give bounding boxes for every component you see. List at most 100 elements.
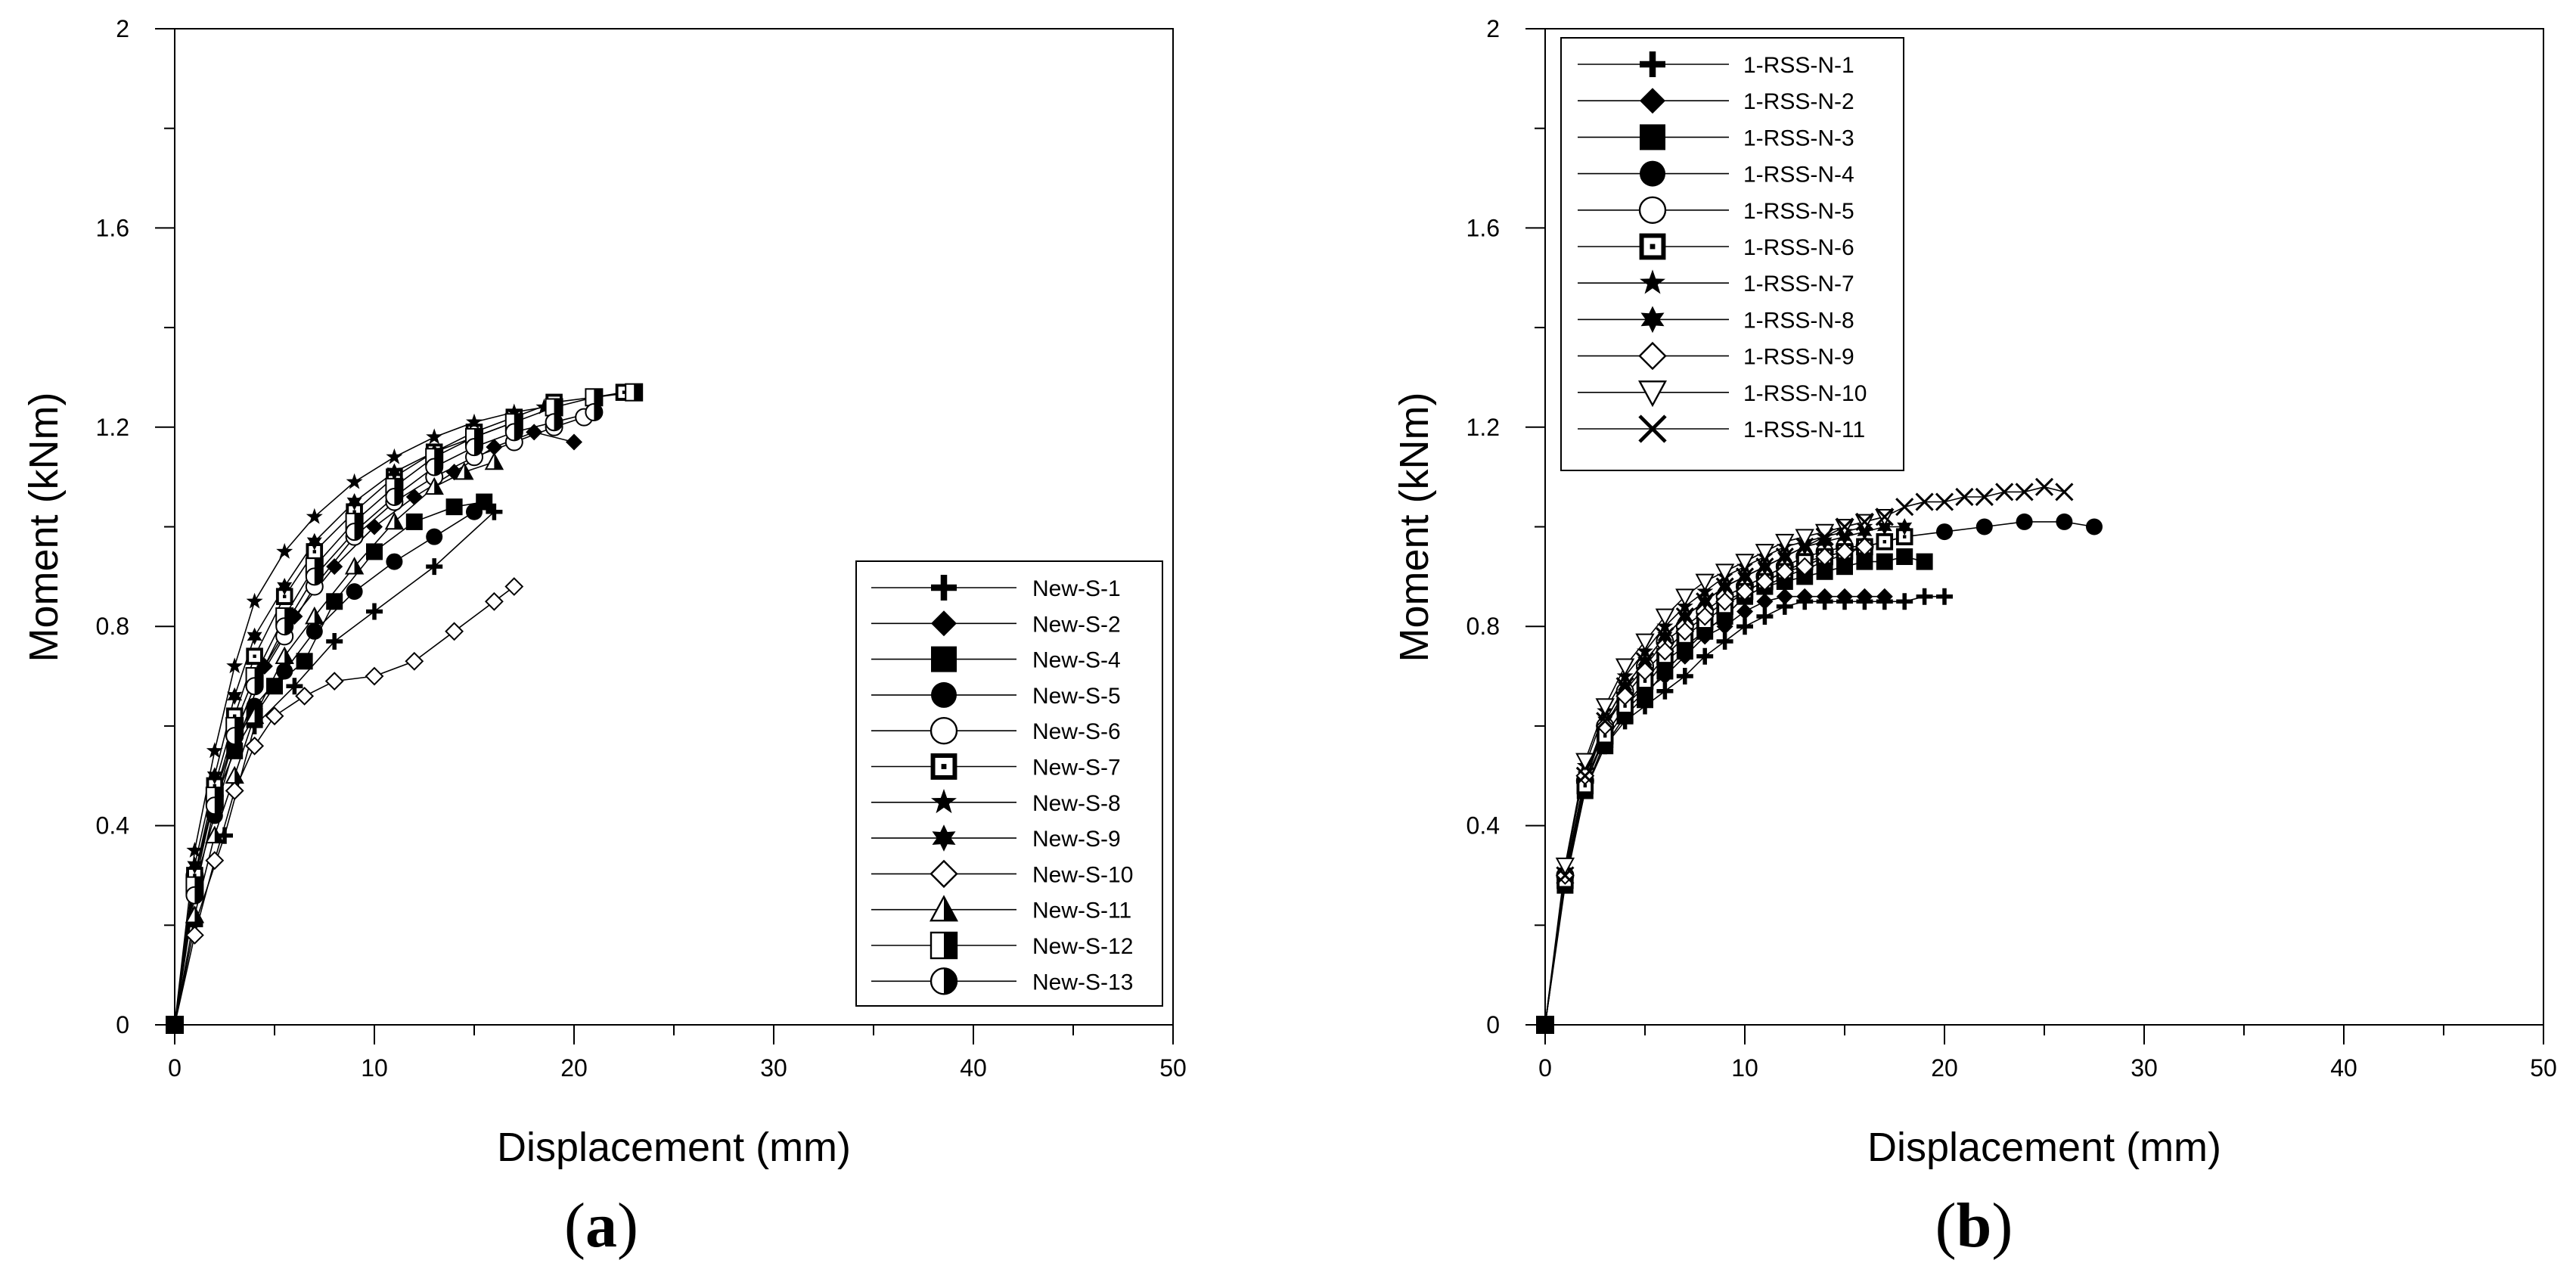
data-point-1-RSS-N-9: [1715, 591, 1735, 611]
data-point-1-RSS-N-1: [1696, 647, 1714, 665]
data-point-1-RSS-N-1: [1896, 593, 1913, 610]
data-point-New-S-1: [326, 632, 343, 650]
data-point-New-S-13: [425, 458, 444, 476]
legend-label: New-S-1: [1032, 576, 1121, 601]
data-point-New-S-5: [386, 553, 403, 570]
data-point-1-RSS-N-3: [1876, 553, 1893, 570]
legend-marker-1-RSS-N-1: [1640, 51, 1665, 77]
legend-entry: 1-RSS-N-5: [1578, 196, 1854, 224]
data-point-1-RSS-N-10: [1795, 529, 1814, 547]
data-point-New-S-5: [246, 697, 263, 715]
x-tick-label: 0: [1538, 1054, 1552, 1082]
data-point-New-S-5: [346, 583, 363, 601]
data-point-New-S-8: [226, 657, 244, 674]
data-point-1-RSS-N-8: [1876, 518, 1892, 535]
data-point-1-RSS-N-11: [1835, 517, 1854, 536]
data-point-New-S-12: [585, 388, 604, 407]
data-point-1-RSS-N-11: [1995, 483, 2014, 501]
data-point-1-RSS-N-4: [2086, 518, 2103, 535]
x-tick-label: 30: [760, 1054, 787, 1082]
data-point-1-RSS-N-1: [1656, 682, 1674, 700]
legend: New-S-1 New-S-2 New-S-4 New-S-5 New-S-6 New-S…: [855, 560, 1163, 1007]
data-point-New-S-8: [186, 842, 203, 858]
legend-label: 1-RSS-N-3: [1743, 126, 1854, 151]
caption-b-letter: b: [1957, 1190, 1992, 1261]
data-point-1-RSS-N-9: [1775, 562, 1795, 582]
legend-entry: New-S-12: [871, 931, 1133, 960]
data-point-1-RSS-N-10: [1715, 563, 1735, 582]
data-point-1-RSS-N-6: [1876, 532, 1894, 551]
data-point-1-RSS-N-10: [1775, 533, 1795, 552]
data-point-1-RSS-N-8: [1837, 528, 1852, 546]
data-point-New-S-11: [225, 765, 244, 784]
y-axis-label: Moment (kNm): [1392, 392, 1437, 662]
data-point-New-S-8: [306, 507, 323, 524]
data-point-New-S-10: [504, 577, 524, 596]
series-group: [174, 383, 644, 1026]
data-point-New-S-11: [244, 706, 265, 725]
legend-box: [1560, 37, 1904, 471]
legend-label: 1-RSS-N-7: [1743, 272, 1854, 296]
chart-panel-a: 0 10 20 30 40 50 0 0.4 0.8 1.2 1.6 2 Displacement (m…: [21, 15, 1187, 1170]
data-point-1-RSS-N-1: [1716, 632, 1733, 650]
legend-marker-New-S-1: [931, 575, 957, 601]
legend-entry: 1-RSS-N-6: [1578, 233, 1854, 260]
data-point-New-S-8: [276, 542, 293, 559]
data-point-1-RSS-N-10: [1615, 658, 1635, 676]
x-tick-label: 20: [1931, 1054, 1958, 1082]
data-point-1-RSS-N-3: [1836, 558, 1853, 576]
data-point-New-S-13: [545, 413, 563, 432]
legend-entry: 1-RSS-N-8: [1578, 306, 1854, 333]
data-point-New-S-13: [345, 523, 364, 542]
data-point-1-RSS-N-11: [1675, 607, 1694, 626]
x-tick-label: 30: [2131, 1054, 2158, 1082]
data-point-1-RSS-N-1: [1936, 588, 1953, 605]
data-point-1-RSS-N-11: [2015, 483, 2034, 501]
origin-point: [166, 1016, 184, 1034]
data-point-1-RSS-N-3: [1916, 553, 1933, 570]
legend-label: 1-RSS-N-1: [1743, 53, 1854, 78]
data-point-1-RSS-N-2: [1816, 588, 1833, 605]
series-line-New-S-10: [174, 585, 515, 1026]
data-point-1-RSS-N-9: [1815, 547, 1835, 566]
data-point-1-RSS-N-11: [1596, 712, 1615, 731]
legend-label: New-S-6: [1032, 719, 1121, 744]
legend-label: New-S-12: [1032, 934, 1133, 959]
data-point-New-S-7: [246, 647, 263, 665]
data-point-1-RSS-N-9: [1854, 537, 1874, 557]
x-tick-label: 10: [1731, 1054, 1758, 1082]
data-point-New-S-1: [486, 503, 503, 520]
data-point-1-RSS-N-9: [1675, 622, 1695, 641]
data-point-1-RSS-N-1: [1736, 618, 1753, 635]
data-point-1-RSS-N-2: [1856, 588, 1873, 605]
series-line-1-RSS-N-3: [1544, 556, 1925, 1026]
data-point-New-S-2: [566, 433, 582, 451]
data-point-1-RSS-N-11: [1855, 512, 1874, 532]
legend-entry: New-S-11: [871, 895, 1131, 923]
legend-entry: New-S-5: [871, 681, 1121, 709]
data-point-New-S-8: [466, 413, 483, 430]
data-point-New-S-4: [445, 498, 463, 516]
data-point-1-RSS-N-9: [1735, 582, 1755, 601]
data-point-New-S-11: [305, 606, 324, 625]
data-point-New-S-13: [275, 617, 294, 636]
data-point-1-RSS-N-11: [1575, 766, 1594, 785]
legend-entry: New-S-8: [871, 789, 1121, 816]
data-point-1-RSS-N-11: [1875, 507, 1894, 526]
y-tick-label: 0: [1486, 1011, 1500, 1038]
series-line-1-RSS-N-2: [1544, 595, 1885, 1026]
data-point-1-RSS-N-4: [1975, 518, 1993, 535]
data-point-1-RSS-N-1: [1916, 588, 1933, 605]
data-point-New-S-8: [206, 742, 223, 759]
x-tick-label: 40: [2330, 1054, 2357, 1082]
legend-entry: New-S-6: [871, 717, 1121, 745]
legend-label: New-S-2: [1032, 612, 1121, 637]
data-point-New-S-11: [424, 476, 444, 495]
data-point-1-RSS-N-3: [1856, 553, 1873, 570]
legend-marker-New-S-12: [930, 931, 958, 960]
data-point-1-RSS-N-3: [1796, 568, 1814, 585]
data-point-New-S-5: [426, 528, 443, 545]
legend-marker-New-S-13: [930, 967, 958, 995]
data-point-1-RSS-N-8: [1897, 518, 1913, 535]
data-point-New-S-13: [185, 886, 204, 905]
